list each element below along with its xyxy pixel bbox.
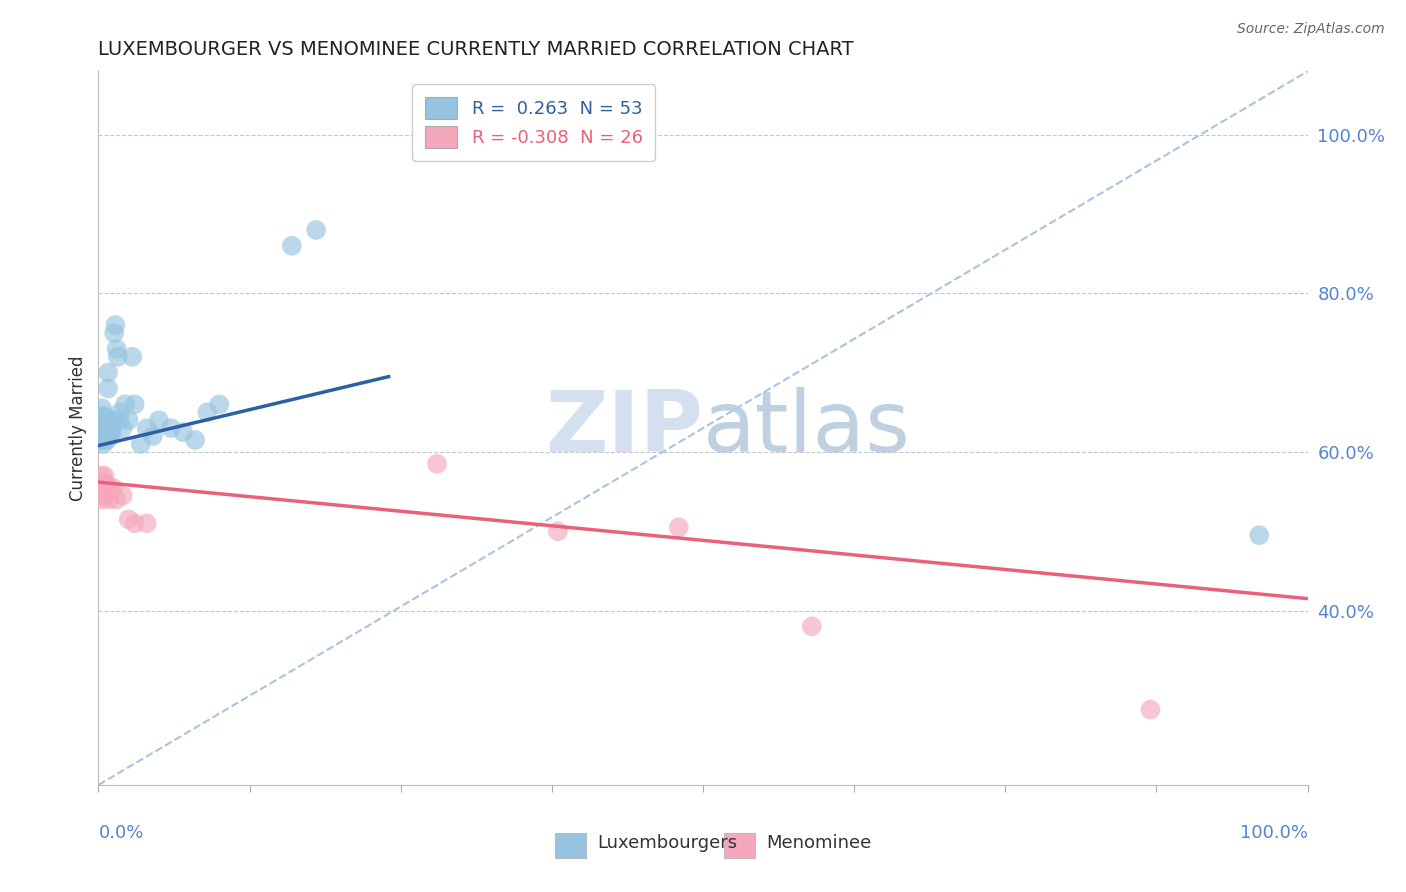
Point: [97, 366, 120, 380]
Point: [108, 413, 131, 427]
Point: [129, 437, 152, 451]
Point: [91, 433, 114, 447]
Point: [93, 409, 115, 424]
Point: [121, 350, 143, 364]
Point: [184, 433, 207, 447]
Point: [96, 425, 118, 439]
Point: [94, 489, 117, 503]
Point: [91, 437, 114, 451]
Y-axis label: Currently Married: Currently Married: [69, 355, 87, 501]
Point: [90, 489, 112, 503]
Text: LUXEMBOURGER VS MENOMINEE CURRENTLY MARRIED CORRELATION CHART: LUXEMBOURGER VS MENOMINEE CURRENTLY MARR…: [98, 39, 853, 59]
Text: Menominee: Menominee: [766, 834, 872, 852]
Point: [108, 405, 131, 419]
Point: [91, 492, 114, 507]
Point: [100, 484, 122, 499]
Point: [101, 481, 124, 495]
Text: 100.0%: 100.0%: [1240, 824, 1308, 842]
Point: [305, 223, 328, 237]
Point: [114, 397, 136, 411]
Point: [91, 481, 114, 495]
Text: ZIP: ZIP: [546, 386, 703, 470]
Point: [96, 433, 118, 447]
Point: [97, 382, 120, 396]
Point: [91, 425, 114, 439]
Point: [104, 318, 127, 332]
Point: [148, 413, 170, 427]
Point: [124, 516, 146, 531]
Point: [91, 401, 114, 416]
Point: [800, 619, 823, 633]
Point: [91, 417, 114, 432]
Point: [98, 492, 121, 507]
Point: [91, 476, 114, 491]
Text: Luxembourgers: Luxembourgers: [598, 834, 738, 852]
Point: [135, 421, 157, 435]
Point: [94, 421, 117, 435]
Point: [98, 425, 121, 439]
Point: [93, 417, 115, 432]
Point: [1139, 703, 1161, 717]
Point: [107, 350, 129, 364]
Point: [100, 417, 122, 432]
Point: [1249, 528, 1271, 542]
Point: [118, 413, 141, 427]
Point: [94, 413, 117, 427]
Point: [93, 481, 115, 495]
Point: [426, 457, 449, 471]
Point: [93, 468, 115, 483]
Point: [100, 425, 122, 439]
Point: [118, 512, 141, 526]
Point: [97, 481, 120, 495]
Point: [91, 468, 114, 483]
Point: [93, 433, 115, 447]
Point: [208, 397, 231, 411]
Point: [547, 524, 569, 539]
Point: [124, 397, 146, 411]
Point: [91, 421, 114, 435]
Legend: R =  0.263  N = 53, R = -0.308  N = 26: R = 0.263 N = 53, R = -0.308 N = 26: [412, 84, 655, 161]
Point: [111, 489, 134, 503]
Point: [195, 405, 218, 419]
Point: [172, 425, 194, 439]
Point: [90, 476, 112, 491]
Point: [90, 413, 112, 427]
Point: [96, 484, 118, 499]
Point: [94, 476, 117, 491]
Point: [91, 489, 114, 503]
Point: [135, 516, 157, 531]
Point: [160, 421, 183, 435]
Point: [94, 429, 117, 443]
Point: [142, 429, 165, 443]
Point: [101, 413, 124, 427]
Point: [91, 409, 114, 424]
Point: [91, 429, 114, 443]
Point: [93, 425, 115, 439]
Point: [100, 421, 122, 435]
Point: [105, 342, 128, 356]
Point: [90, 429, 112, 443]
Text: atlas: atlas: [703, 386, 911, 470]
Text: 0.0%: 0.0%: [98, 824, 143, 842]
Point: [111, 421, 134, 435]
Point: [98, 417, 121, 432]
Point: [281, 239, 304, 253]
Point: [90, 421, 112, 435]
Point: [100, 429, 122, 443]
Point: [668, 520, 690, 534]
Text: Source: ZipAtlas.com: Source: ZipAtlas.com: [1237, 22, 1385, 37]
Point: [103, 326, 125, 340]
Point: [96, 417, 118, 432]
Point: [105, 492, 128, 507]
